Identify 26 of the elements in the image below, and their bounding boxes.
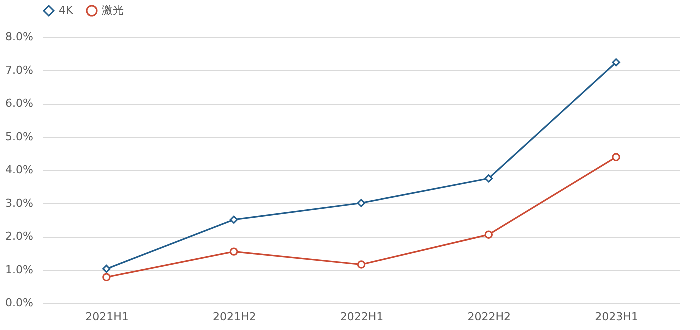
- point: [102, 273, 111, 282]
- y-tick-label: 4.0%: [6, 164, 34, 176]
- x-tick-label: 2022H1: [340, 310, 384, 324]
- x-tick-label: 2021H1: [86, 310, 129, 324]
- point: [484, 230, 494, 239]
- point: [484, 174, 494, 183]
- y-tick-label: 7.0%: [6, 64, 34, 77]
- point: [612, 153, 620, 162]
- point: [230, 248, 238, 256]
- y-tick-label: 6.0%: [6, 97, 34, 110]
- y-tick-label: 5.0%: [6, 130, 34, 144]
- legend-label: 激光: [102, 4, 124, 17]
- y-tick-label: 2.0%: [6, 230, 34, 243]
- point: [357, 199, 366, 208]
- x-tick-label: 2022H2: [468, 310, 512, 324]
- x-tick-label: 2023H1: [595, 310, 638, 324]
- y-tick-label: 0.0%: [6, 296, 34, 310]
- point: [357, 260, 366, 269]
- y-tick-label: 8.0%: [6, 30, 34, 44]
- y-tick-label: 1.0%: [6, 263, 34, 276]
- point: [230, 216, 238, 224]
- point: [612, 58, 620, 67]
- point: [102, 264, 111, 274]
- x-tick-label: 2021H2: [212, 310, 256, 324]
- y-tick-label: 3.0%: [6, 196, 34, 210]
- legend-label: 4K: [59, 4, 74, 17]
